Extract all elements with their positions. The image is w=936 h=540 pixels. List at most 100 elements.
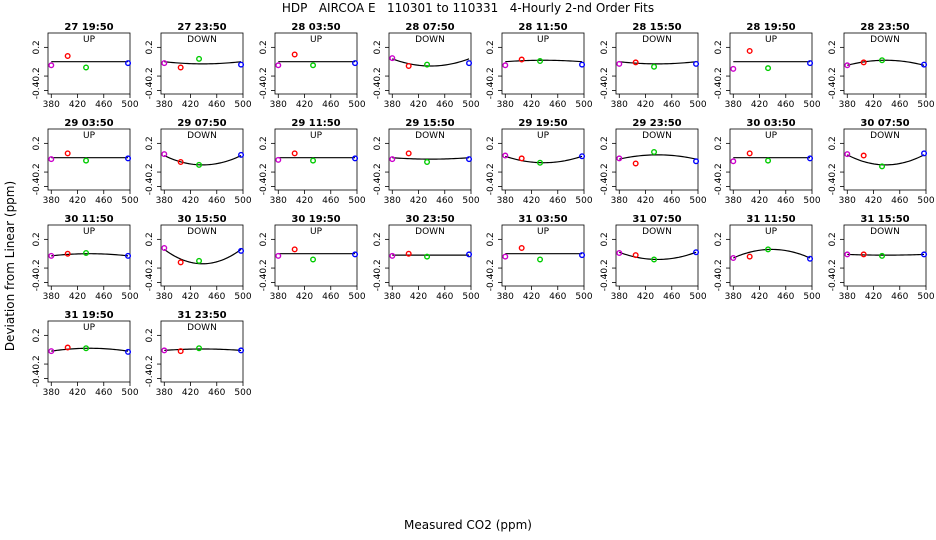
x-tick-label: 420	[637, 196, 654, 206]
fit-curve	[164, 61, 242, 65]
y-tick-label: -0.4	[145, 177, 155, 195]
panel: 30 23:50 DOWN 380 420 460 500 0.2 -0.2-0.4	[373, 214, 480, 302]
data-point	[807, 255, 814, 262]
x-tick-label: 420	[523, 100, 540, 110]
panel-direction: UP	[537, 227, 550, 237]
x-tick-label: 500	[917, 292, 934, 302]
x-tick-label: 460	[95, 388, 112, 398]
y-tick-label: -0.4	[600, 273, 610, 291]
panel-direction: DOWN	[187, 131, 217, 141]
panel-title: 28 23:50	[860, 22, 909, 33]
panel: 28 03:50 UP 380 420 460 500 0.2 -0.2-0.4	[259, 22, 366, 110]
y-tick-label: -0.4	[714, 81, 724, 99]
x-tick-label: 420	[523, 292, 540, 302]
data-point	[161, 60, 168, 67]
x-tick-label: 420	[69, 292, 86, 302]
data-point	[161, 244, 168, 251]
panel: 29 15:50 DOWN 380 420 460 500 0.2 -0.2-0.4	[373, 118, 480, 206]
data-point	[693, 249, 700, 256]
panel-direction: DOWN	[415, 131, 445, 141]
x-tick-label: 500	[348, 196, 365, 206]
data-point	[466, 156, 473, 163]
x-tick-label: 420	[69, 196, 86, 206]
x-tick-label: 380	[497, 100, 514, 110]
x-tick-label: 380	[270, 196, 287, 206]
x-tick-label: 500	[689, 100, 706, 110]
y-tick-label: -0.4	[259, 177, 269, 195]
x-axis-label: Measured CO2 (ppm)	[404, 518, 532, 532]
y-tick-label: 0.2	[600, 40, 610, 54]
data-point	[579, 153, 586, 160]
data-point	[48, 252, 55, 259]
fit-curve	[505, 155, 583, 164]
panel: 28 11:50 UP 380 420 460 500 0.2 -0.2-0.4	[486, 22, 593, 110]
x-tick-label: 380	[725, 292, 742, 302]
data-point	[310, 157, 317, 164]
y-tick-label: -0.2	[145, 259, 155, 277]
x-tick-label: 420	[637, 100, 654, 110]
data-point	[64, 52, 71, 59]
panel: 30 07:50 DOWN 380 420 460 500 0.2 -0.2-0.4	[828, 118, 935, 206]
fit-curve	[619, 154, 697, 160]
panel-direction: UP	[310, 227, 323, 237]
panel: 29 11:50 UP 380 420 460 500 0.2 -0.2-0.4	[259, 118, 366, 206]
x-tick-label: 500	[575, 196, 592, 206]
data-point	[48, 348, 55, 355]
data-point	[64, 250, 71, 257]
data-point	[291, 51, 298, 58]
x-tick-label: 380	[156, 388, 173, 398]
y-tick-label: -0.4	[32, 273, 42, 291]
y-tick-label: -0.4	[828, 177, 838, 195]
y-tick-label: 0.2	[259, 40, 269, 54]
data-point	[177, 159, 184, 166]
panel-title: 30 19:50	[291, 214, 340, 225]
data-point	[921, 150, 928, 157]
panel-title: 28 07:50	[405, 22, 454, 33]
data-point	[238, 61, 245, 68]
data-point	[405, 250, 412, 257]
data-point	[125, 155, 132, 162]
y-tick-label: 0.2	[373, 232, 383, 246]
y-tick-label: -0.2	[600, 67, 610, 85]
data-point	[424, 61, 431, 68]
y-tick-label: -0.4	[259, 81, 269, 99]
data-point	[730, 65, 737, 72]
data-point	[238, 151, 245, 158]
panel-frame	[615, 224, 699, 287]
y-tick-label: 0.2	[145, 232, 155, 246]
y-tick-label: -0.2	[259, 67, 269, 85]
panel-title: 29 15:50	[405, 118, 454, 129]
data-point	[125, 348, 132, 355]
x-tick-label: 500	[234, 100, 251, 110]
data-point	[844, 62, 851, 69]
x-tick-label: 500	[121, 388, 138, 398]
data-point	[651, 256, 658, 263]
panel-title: 30 15:50	[177, 214, 226, 225]
x-tick-label: 500	[462, 100, 479, 110]
data-point	[196, 257, 203, 264]
x-tick-label: 420	[410, 196, 427, 206]
fit-curve	[847, 154, 925, 166]
panel: 30 11:50 UP 380 420 460 500 0.2 -0.2-0.4	[32, 214, 139, 302]
x-tick-label: 460	[549, 100, 566, 110]
panel-title: 31 15:50	[860, 214, 909, 225]
y-tick-label: -0.4	[486, 273, 496, 291]
data-point	[275, 156, 282, 163]
x-tick-label: 380	[725, 196, 742, 206]
panel-direction: DOWN	[415, 35, 445, 45]
data-point	[616, 249, 623, 256]
data-point	[860, 251, 867, 258]
panel-title: 31 19:50	[64, 310, 113, 321]
x-tick-label: 380	[384, 100, 401, 110]
x-tick-label: 380	[497, 292, 514, 302]
data-point	[844, 151, 851, 158]
y-tick-label: -0.4	[145, 273, 155, 291]
panel-direction: DOWN	[187, 323, 217, 333]
panel: 29 23:50 DOWN 380 420 460 500 0.2 -0.2-0.4	[600, 118, 707, 206]
data-point	[765, 65, 772, 72]
x-tick-label: 380	[384, 196, 401, 206]
data-point	[730, 158, 737, 165]
x-tick-label: 380	[43, 388, 60, 398]
panel: 31 03:50 UP 380 420 460 500 0.2 -0.2-0.4	[486, 214, 593, 302]
y-tick-label: -0.2	[32, 163, 42, 181]
